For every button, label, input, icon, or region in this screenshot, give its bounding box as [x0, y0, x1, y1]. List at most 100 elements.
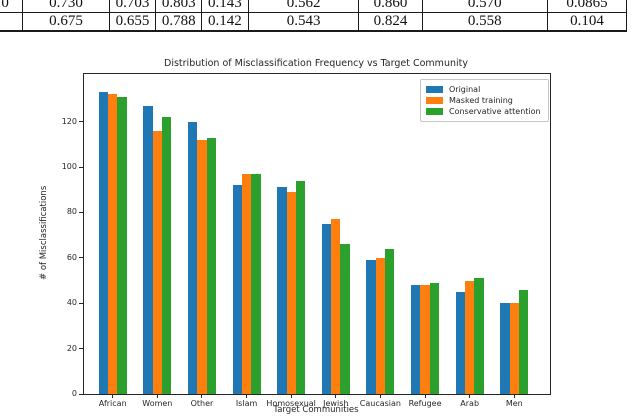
bar-original-other — [187, 121, 198, 394]
bar-conservative-attention-caucasian — [385, 248, 395, 394]
bar-original-homosexual — [277, 187, 287, 394]
legend-label: Original — [449, 85, 481, 94]
bar-masked-training-jewish — [331, 219, 341, 394]
table-cell: 0.0865 — [546, 0, 628, 13]
bar-masked-training-homosexual — [286, 192, 296, 394]
results-table-fragment: 0 0.730 0.703 0.803 0.143 0.562 0.860 0.570 0.08… — [0, 0, 640, 34]
table-cell: 0.730 — [22, 0, 110, 13]
table-cell: 0.570 — [421, 0, 548, 13]
bar-masked-training-men — [509, 303, 519, 394]
x-tick-label-homosexual: Homosexual — [266, 399, 316, 408]
y-tick-mark — [79, 257, 83, 259]
chart-title: Distribution of Misclassification Freque… — [164, 58, 468, 69]
x-axis-label: Target Communities — [273, 405, 359, 415]
y-tick-label: 100 — [61, 162, 77, 172]
x-tick-mark — [513, 394, 515, 398]
table-cell: 0.104 — [546, 12, 628, 32]
table-cell: 0.703 — [108, 0, 157, 13]
x-tick-label-caucasian: Caucasian — [359, 399, 402, 408]
results-table: 0 0.730 0.703 0.803 0.143 0.562 0.860 0.570 0.08… — [0, 0, 628, 32]
table-cell: 0.655 — [108, 12, 157, 32]
x-tick-mark — [112, 394, 114, 398]
table-cell — [0, 12, 24, 32]
y-tick-label: 0 — [71, 389, 77, 398]
plot-area: Original Masked training Conservative atte… — [62, 73, 551, 408]
table-cell: 0.543 — [247, 12, 360, 32]
y-tick-label: 80 — [66, 207, 77, 217]
y-tick-label: 60 — [66, 252, 77, 262]
legend-entry-original: Original — [426, 85, 541, 94]
x-tick-label-arab: Arab — [460, 399, 480, 408]
bar-masked-training-other — [197, 139, 207, 394]
bar-original-men — [500, 303, 510, 394]
x-tick-mark — [290, 394, 292, 398]
legend-label: Conservative attention — [449, 107, 541, 116]
table-cell: 0.803 — [155, 0, 203, 13]
bar-conservative-attention-refugee — [429, 282, 439, 394]
table-cell: 0.562 — [247, 0, 360, 13]
x-tick-mark — [246, 394, 248, 398]
y-tick-mark — [79, 302, 83, 304]
table-cell: 0.824 — [358, 12, 423, 32]
x-tick-label-refugee: Refugee — [408, 399, 442, 408]
legend-swatch-icon — [426, 108, 443, 115]
x-tick-label-women: Women — [142, 399, 173, 408]
bar-conservative-attention-men — [518, 289, 529, 394]
bar-masked-training-arab — [465, 280, 475, 394]
table-cell: 0 — [0, 0, 24, 13]
y-tick-mark — [79, 393, 83, 395]
bar-original-women — [143, 105, 153, 394]
x-tick-mark — [335, 394, 337, 398]
bar-original-caucasian — [366, 260, 376, 394]
x-tick-label-other: Other — [190, 399, 214, 408]
bar-conservative-attention-islam — [251, 173, 261, 394]
legend-swatch-icon — [426, 86, 443, 93]
bar-masked-training-caucasian — [375, 257, 386, 394]
x-tick-mark — [156, 394, 158, 398]
y-axis-label: # of Misclassifications — [39, 185, 49, 281]
table-cell: 0.558 — [421, 12, 548, 32]
bar-masked-training-refugee — [420, 285, 430, 394]
x-tick-label-jewish: Jewish — [323, 399, 349, 408]
bar-original-arab — [455, 291, 465, 394]
table-cell: 0.143 — [201, 0, 249, 13]
table-cell: 0.675 — [22, 12, 110, 32]
bar-conservative-attention-jewish — [340, 244, 350, 394]
legend-label: Masked training — [449, 96, 513, 105]
table-row: 0.675 0.655 0.788 0.142 0.543 0.824 0.558 0.104 — [0, 12, 628, 32]
x-tick-mark — [424, 394, 426, 398]
bar-original-islam — [232, 185, 242, 394]
y-tick-label: 40 — [66, 298, 77, 308]
x-tick-label-african: African — [98, 399, 127, 408]
legend-entry-conservative-attention: Conservative attention — [426, 107, 541, 116]
legend-swatch-icon — [426, 97, 443, 104]
bar-conservative-attention-african — [117, 96, 127, 394]
chart-legend: Original Masked training Conservative atte… — [420, 79, 549, 122]
bar-masked-training-women — [152, 130, 162, 394]
legend-entry-masked-training: Masked training — [426, 96, 541, 105]
y-tick-mark — [79, 348, 83, 350]
bar-conservative-attention-homosexual — [295, 180, 306, 394]
bar-conservative-attention-other — [206, 137, 216, 394]
table-cell: 0.788 — [155, 12, 203, 32]
x-tick-label-islam: Islam — [235, 399, 258, 408]
bar-conservative-attention-arab — [474, 278, 484, 394]
bar-original-jewish — [321, 223, 332, 394]
y-tick-label: 120 — [61, 116, 77, 126]
y-tick-mark — [79, 211, 83, 213]
bar-original-refugee — [411, 285, 421, 394]
table-cell: 0.142 — [201, 12, 249, 32]
table-row: 0 0.730 0.703 0.803 0.143 0.562 0.860 0.570 0.08… — [0, 0, 628, 13]
x-tick-mark — [201, 394, 203, 398]
bar-conservative-attention-women — [161, 117, 172, 394]
y-tick-mark — [79, 121, 83, 123]
y-tick-label: 20 — [66, 343, 77, 353]
bar-masked-training-african — [108, 94, 118, 394]
bar-original-african — [98, 92, 109, 394]
x-tick-mark — [469, 394, 471, 398]
x-tick-label-men: Men — [505, 399, 523, 408]
bar-masked-training-islam — [241, 173, 252, 394]
table-cell: 0.860 — [358, 0, 423, 13]
y-tick-mark — [79, 166, 83, 168]
